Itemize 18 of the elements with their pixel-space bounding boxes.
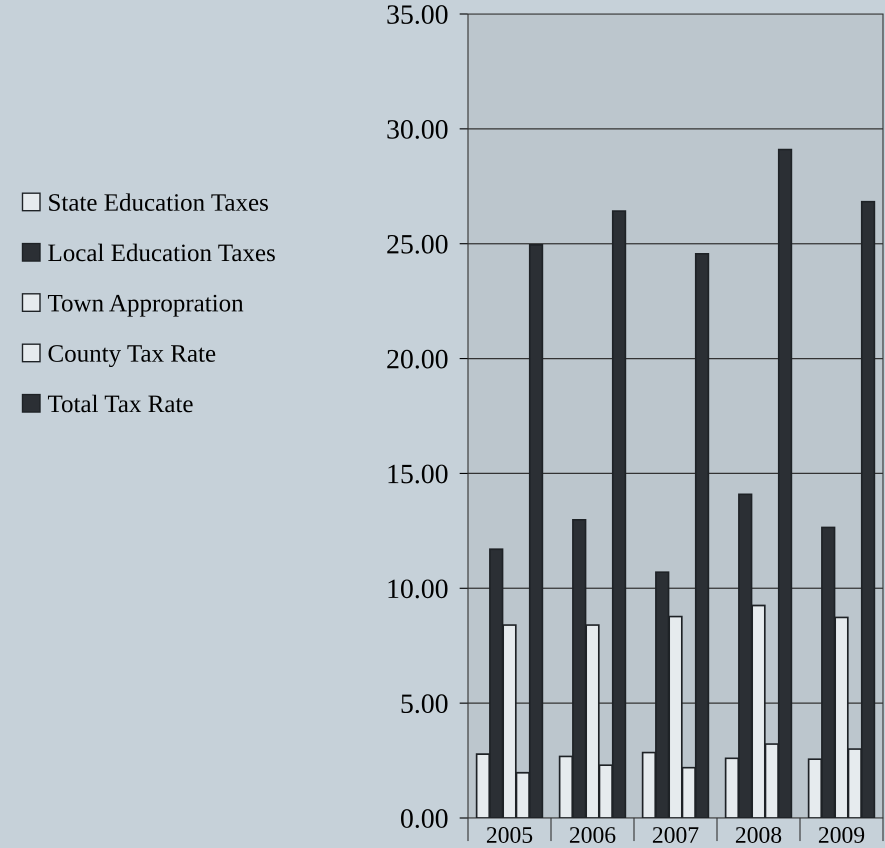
legend-label: Total Tax Rate bbox=[48, 394, 193, 412]
legend-label: Town Appropration bbox=[48, 294, 244, 317]
y-tick-label: 35.00 bbox=[387, 5, 448, 24]
x-tick-label: 2005 bbox=[486, 827, 532, 843]
y-tick-label: 30.00 bbox=[387, 120, 448, 139]
y-tick-label: 15.00 bbox=[388, 464, 448, 484]
y-tick-label: 5.00 bbox=[402, 694, 448, 714]
x-tick-label: 2008 bbox=[736, 827, 782, 843]
x-tick-label: 2009 bbox=[818, 827, 864, 843]
y-tick-label: 10.00 bbox=[388, 579, 448, 598]
x-tick-label: 2006 bbox=[570, 827, 616, 843]
x-tick-label: 2007 bbox=[652, 827, 698, 843]
y-tick-label: 25.00 bbox=[387, 234, 448, 254]
legend-label: State Education Taxes bbox=[49, 193, 268, 211]
y-tick-label: 0.00 bbox=[401, 809, 448, 828]
legend-label: Local Education Taxes bbox=[48, 244, 275, 262]
y-tick-label: 20.00 bbox=[387, 350, 448, 369]
legend-label: County Tax Rate bbox=[48, 345, 216, 368]
